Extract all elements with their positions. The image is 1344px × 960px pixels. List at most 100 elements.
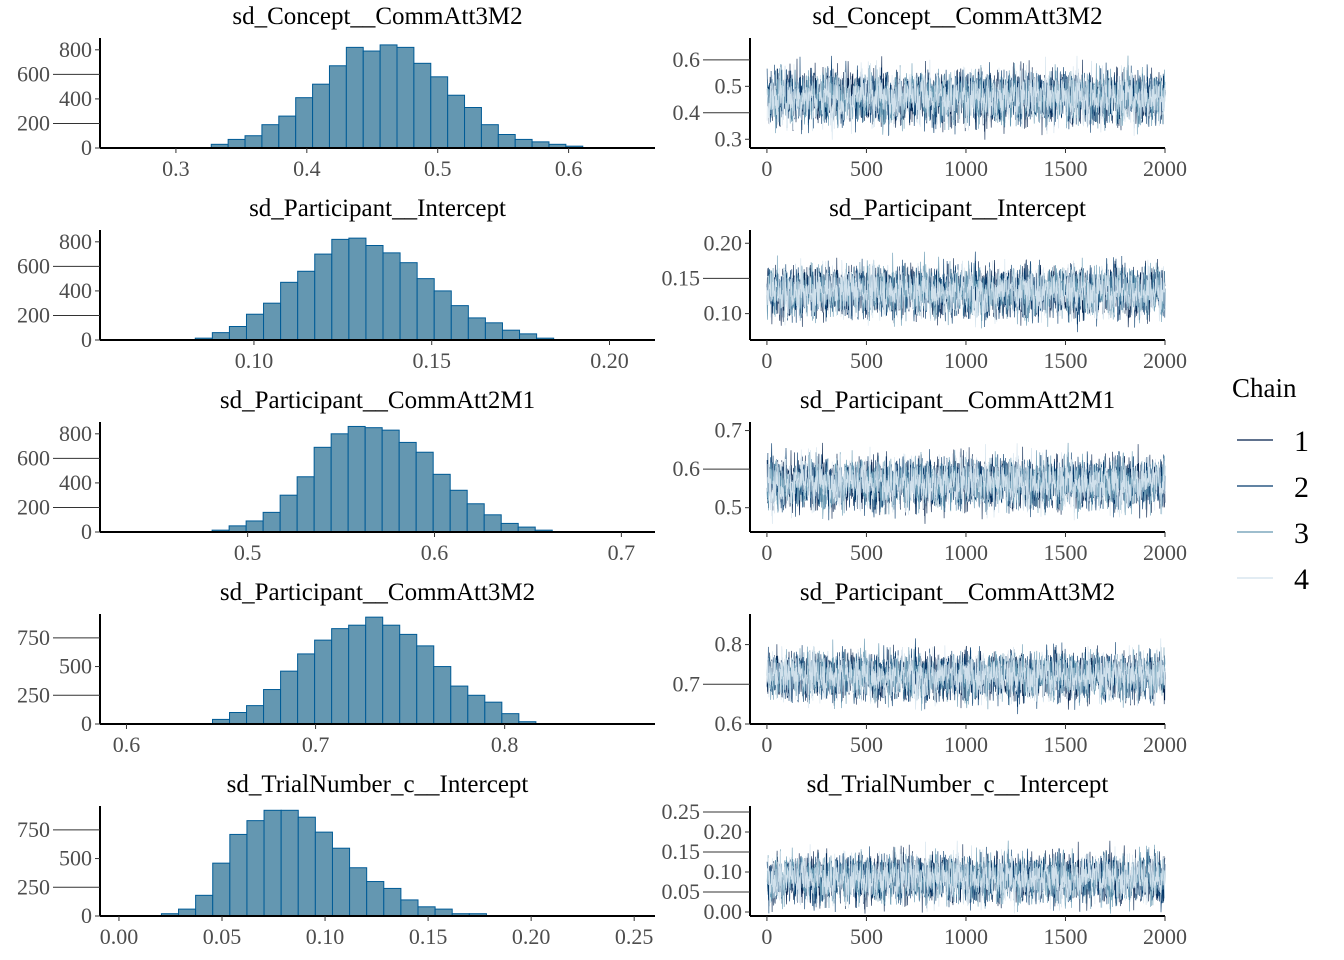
histogram-bar [328, 65, 347, 149]
histogram-bar [362, 50, 381, 149]
y-tick-label: 800 [59, 229, 92, 254]
histogram-bar [500, 522, 519, 533]
y-tick-label: 0 [81, 519, 92, 544]
histogram-bar [417, 906, 436, 917]
y-tick-label: 400 [59, 470, 92, 495]
panel-title: sd_Concept__CommAtt3M2 [812, 3, 1102, 30]
histogram-bar [297, 816, 316, 917]
x-tick-label: 0.8 [491, 732, 519, 757]
y-tick-label: 500 [59, 654, 92, 679]
y-tick-label: 0.10 [704, 859, 743, 884]
histogram-bar [430, 76, 449, 149]
histogram-bar [245, 313, 265, 341]
x-tick-label: 0.4 [293, 156, 321, 181]
histogram-bar [497, 134, 516, 149]
trace-line-chain-4 [766, 840, 1166, 914]
x-tick-label: 0.25 [615, 924, 654, 949]
y-tick-label: 0.4 [673, 100, 701, 125]
legend-label: 4 [1294, 563, 1309, 596]
histogram-bar [484, 701, 503, 725]
histogram-panel-4: sd_Participant__CommAtt3M2 0.6 0.7 0.8 0 250 5… [17, 579, 655, 757]
x-tick-label: 0.6 [555, 156, 583, 181]
legend-label: 2 [1294, 471, 1309, 504]
x-tick-label: 1500 [1043, 924, 1087, 949]
histogram-bar [450, 305, 469, 341]
y-tick-label: 0.20 [704, 230, 743, 255]
histogram-bar [295, 97, 314, 149]
histogram-panel-5: sd_TrialNumber_c__Intercept 0.00 0.05 0.10 0… [17, 771, 655, 949]
trace-panel-2: sd_Participant__Intercept 0 500 1000 1500 200… [662, 195, 1188, 373]
legend: Chain 1 2 3 4 [1232, 373, 1309, 596]
histogram-bar [314, 253, 333, 341]
x-tick-label: 2000 [1143, 156, 1187, 181]
legend-item-chain-4: 4 [1237, 563, 1309, 596]
histogram-bar [349, 867, 368, 917]
histogram-bar [383, 887, 402, 917]
x-tick-label: 0.20 [512, 924, 551, 949]
histogram-bar [263, 302, 282, 341]
legend-label: 1 [1294, 425, 1309, 458]
histogram-bar [313, 446, 332, 533]
histogram-bar [466, 503, 485, 533]
x-tick-label: 1000 [944, 540, 988, 565]
histogram-bar [379, 44, 398, 149]
histogram-bar [314, 639, 333, 725]
histogram-bar [413, 62, 432, 149]
panel-title: sd_Participant__CommAtt3M2 [220, 579, 535, 606]
trace-line-chain-3 [766, 638, 1166, 711]
histogram-bar [382, 624, 401, 725]
y-tick-label: 0.3 [715, 126, 743, 151]
histogram-bar [246, 705, 265, 725]
x-tick-label: 2000 [1143, 924, 1187, 949]
histogram-panel-2: sd_Participant__Intercept 0.10 0.15 0.20 0 20… [17, 195, 655, 373]
histogram-panel-1: sd_Concept__CommAtt3M2 0.3 0.4 0.5 0.6 0 200 40… [17, 3, 655, 181]
histogram-bar [464, 107, 482, 149]
y-tick-label: 0.6 [673, 456, 701, 481]
x-tick-label: 1500 [1043, 540, 1087, 565]
histogram-bar [365, 245, 384, 341]
x-tick-label: 0.5 [424, 156, 452, 181]
y-tick-label: 600 [17, 61, 50, 86]
histogram-bar [296, 476, 315, 533]
y-tick-label: 0.10 [704, 301, 743, 326]
panel-title: sd_Participant__CommAtt2M1 [800, 387, 1115, 414]
histogram-bar [433, 666, 452, 725]
histogram-panel-3: sd_Participant__CommAtt2M1 0.5 0.6 0.7 0 200 4… [17, 387, 655, 565]
legend-label: 3 [1294, 517, 1309, 550]
legend-item-chain-1: 1 [1237, 425, 1309, 458]
histogram-bar [415, 451, 434, 533]
histogram-bar [501, 329, 521, 341]
histogram-bar [297, 270, 316, 341]
histogram-bar [345, 46, 364, 149]
histogram-bar [480, 124, 499, 149]
x-tick-label: 0.7 [608, 540, 636, 565]
legend-item-chain-3: 3 [1237, 517, 1309, 550]
x-tick-label: 0.6 [421, 540, 449, 565]
histogram-bar [280, 809, 299, 917]
histogram-bar [229, 712, 248, 725]
y-tick-label: 0.6 [715, 711, 743, 736]
trace-line-chain-4 [766, 443, 1166, 524]
x-tick-label: 500 [850, 348, 883, 373]
x-tick-label: 1000 [944, 156, 988, 181]
panel-title: sd_TrialNumber_c__Intercept [807, 771, 1109, 798]
x-tick-label: 1000 [944, 924, 988, 949]
histogram-bar [364, 427, 383, 533]
histogram-bar [398, 441, 417, 533]
trace-panel-5: sd_TrialNumber_c__Intercept 0 500 1000 1500 2… [662, 771, 1188, 949]
histogram-bar [450, 685, 469, 725]
x-tick-label: 0 [761, 540, 772, 565]
x-tick-label: 2000 [1143, 540, 1187, 565]
histogram-bar [434, 908, 453, 917]
trace-panel-1: sd_Concept__CommAtt3M2 0 500 1000 1500 2000 0.… [673, 3, 1188, 181]
histogram-bar [263, 809, 282, 917]
histogram-bar [433, 290, 452, 341]
histogram-bar [314, 831, 333, 917]
histogram-bar [396, 46, 415, 149]
histogram-bar [467, 317, 486, 341]
histogram-bar [381, 429, 400, 533]
histogram-bar [312, 83, 330, 149]
y-tick-label: 0.05 [662, 879, 701, 904]
histogram-bar [330, 433, 349, 533]
